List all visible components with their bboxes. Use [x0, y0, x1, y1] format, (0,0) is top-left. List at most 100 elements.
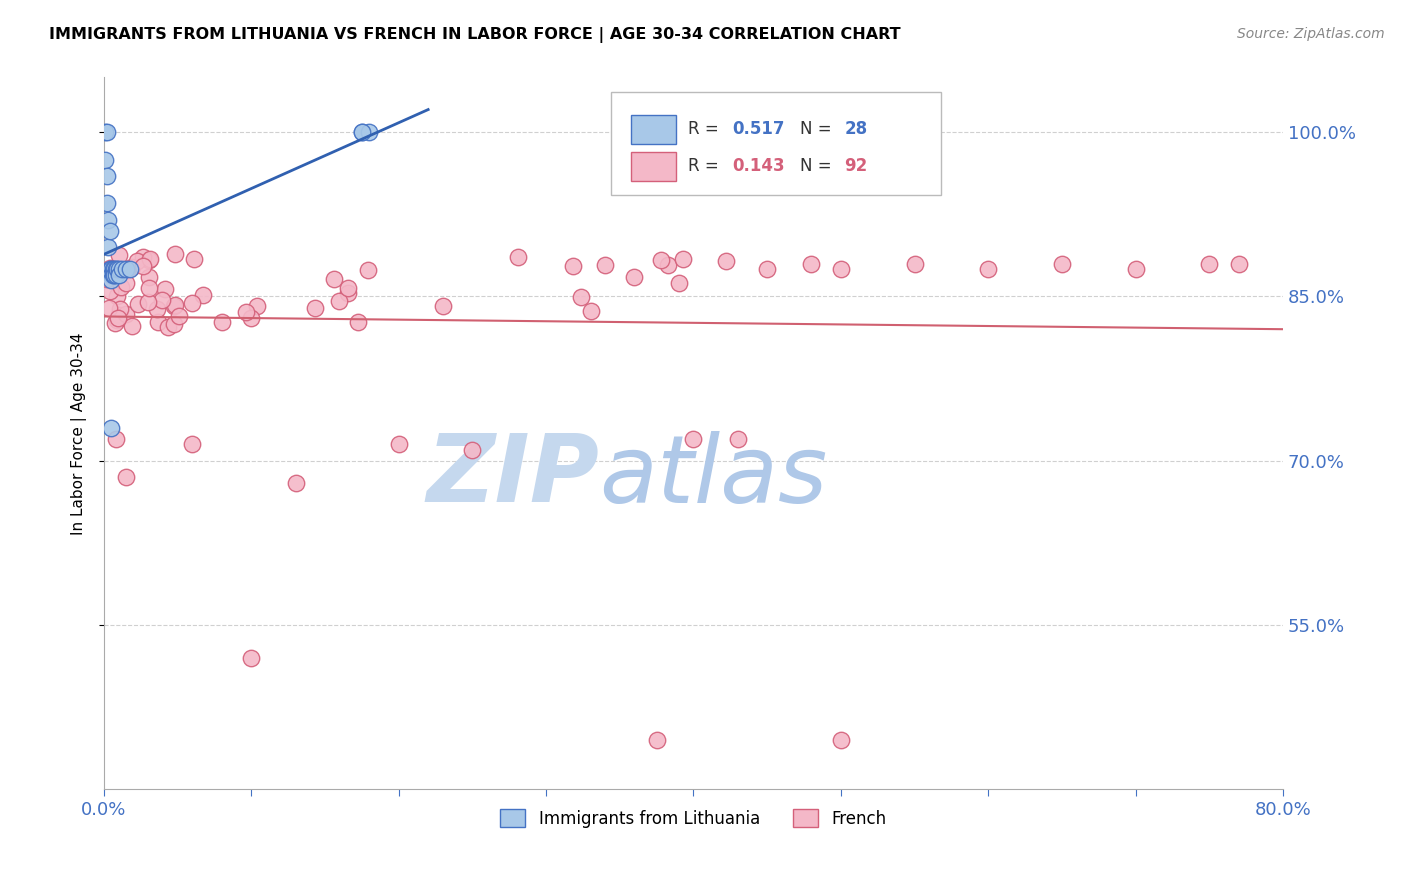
Bar: [631, 153, 676, 181]
Point: [508, 250, 530, 264]
Point: [100, 262, 122, 277]
Point: [800, 257, 823, 271]
Point: [105, 313, 128, 327]
Point: [388, 437, 411, 451]
Point: [432, 299, 454, 313]
Point: [645, 733, 668, 747]
Point: [235, 305, 257, 319]
Point: [96, 271, 118, 285]
Point: [104, 268, 127, 282]
Point: [668, 276, 690, 290]
Point: [304, 301, 326, 315]
Point: [150, 293, 173, 307]
Point: [94, 125, 117, 139]
Text: ZIP: ZIP: [426, 430, 599, 522]
Text: 0.143: 0.143: [733, 157, 785, 176]
Point: [105, 262, 128, 277]
Point: [136, 295, 159, 310]
Point: [830, 733, 852, 747]
Point: [132, 250, 155, 264]
Point: [350, 125, 373, 139]
Point: [98, 262, 121, 277]
Point: [183, 252, 205, 267]
Point: [682, 432, 704, 446]
Point: [623, 269, 645, 284]
Point: [121, 260, 143, 275]
Point: [1050, 257, 1073, 271]
Point: [107, 308, 129, 322]
Point: [350, 125, 373, 139]
Point: [121, 318, 143, 333]
Point: [581, 304, 603, 318]
Point: [98, 285, 121, 299]
Point: [180, 296, 202, 310]
Point: [357, 263, 380, 277]
Point: [977, 262, 1000, 277]
Legend: Immigrants from Lithuania, French: Immigrants from Lithuania, French: [494, 803, 893, 834]
Point: [322, 271, 344, 285]
Point: [561, 259, 583, 273]
Point: [98, 260, 121, 275]
Point: [98, 224, 121, 238]
Point: [650, 252, 672, 267]
Point: [138, 269, 160, 284]
Point: [107, 268, 129, 282]
Point: [100, 273, 122, 287]
Point: [101, 262, 124, 277]
Point: [727, 432, 749, 446]
Point: [211, 315, 233, 329]
Text: N =: N =: [800, 120, 837, 138]
Point: [756, 262, 779, 277]
Y-axis label: In Labor Force | Age 30-34: In Labor Force | Age 30-34: [72, 332, 87, 534]
Point: [155, 282, 177, 296]
Point: [165, 298, 187, 312]
Point: [107, 311, 129, 326]
Point: [167, 309, 190, 323]
Point: [104, 316, 127, 330]
Point: [145, 302, 167, 317]
Point: [104, 432, 127, 446]
Point: [115, 277, 138, 291]
Point: [347, 315, 370, 329]
Point: [115, 262, 138, 277]
Point: [328, 294, 350, 309]
Point: [246, 299, 269, 313]
Point: [193, 287, 215, 301]
Point: [1198, 257, 1220, 271]
Point: [163, 299, 186, 313]
Bar: [631, 115, 676, 144]
Point: [110, 262, 132, 277]
Point: [97, 240, 120, 254]
Point: [107, 248, 129, 262]
Point: [120, 262, 142, 277]
Point: [569, 290, 592, 304]
Point: [903, 257, 925, 271]
Text: Source: ZipAtlas.com: Source: ZipAtlas.com: [1237, 27, 1385, 41]
Point: [1125, 262, 1147, 277]
Point: [138, 252, 160, 267]
Point: [97, 301, 120, 315]
Point: [104, 262, 127, 277]
Point: [115, 307, 138, 321]
Point: [337, 286, 360, 301]
Text: atlas: atlas: [599, 431, 827, 522]
Point: [830, 262, 852, 277]
Point: [156, 319, 179, 334]
Point: [107, 262, 129, 277]
Point: [131, 259, 153, 273]
FancyBboxPatch shape: [612, 92, 941, 194]
Point: [115, 470, 138, 484]
Point: [97, 212, 120, 227]
Text: 0.517: 0.517: [733, 120, 785, 138]
Point: [165, 246, 187, 260]
Point: [672, 252, 695, 267]
Point: [239, 311, 262, 326]
Point: [337, 280, 360, 294]
Point: [110, 280, 132, 294]
Text: R =: R =: [688, 120, 724, 138]
Point: [127, 297, 149, 311]
Point: [96, 169, 118, 183]
Point: [359, 125, 381, 139]
Point: [96, 196, 118, 211]
Point: [105, 288, 128, 302]
